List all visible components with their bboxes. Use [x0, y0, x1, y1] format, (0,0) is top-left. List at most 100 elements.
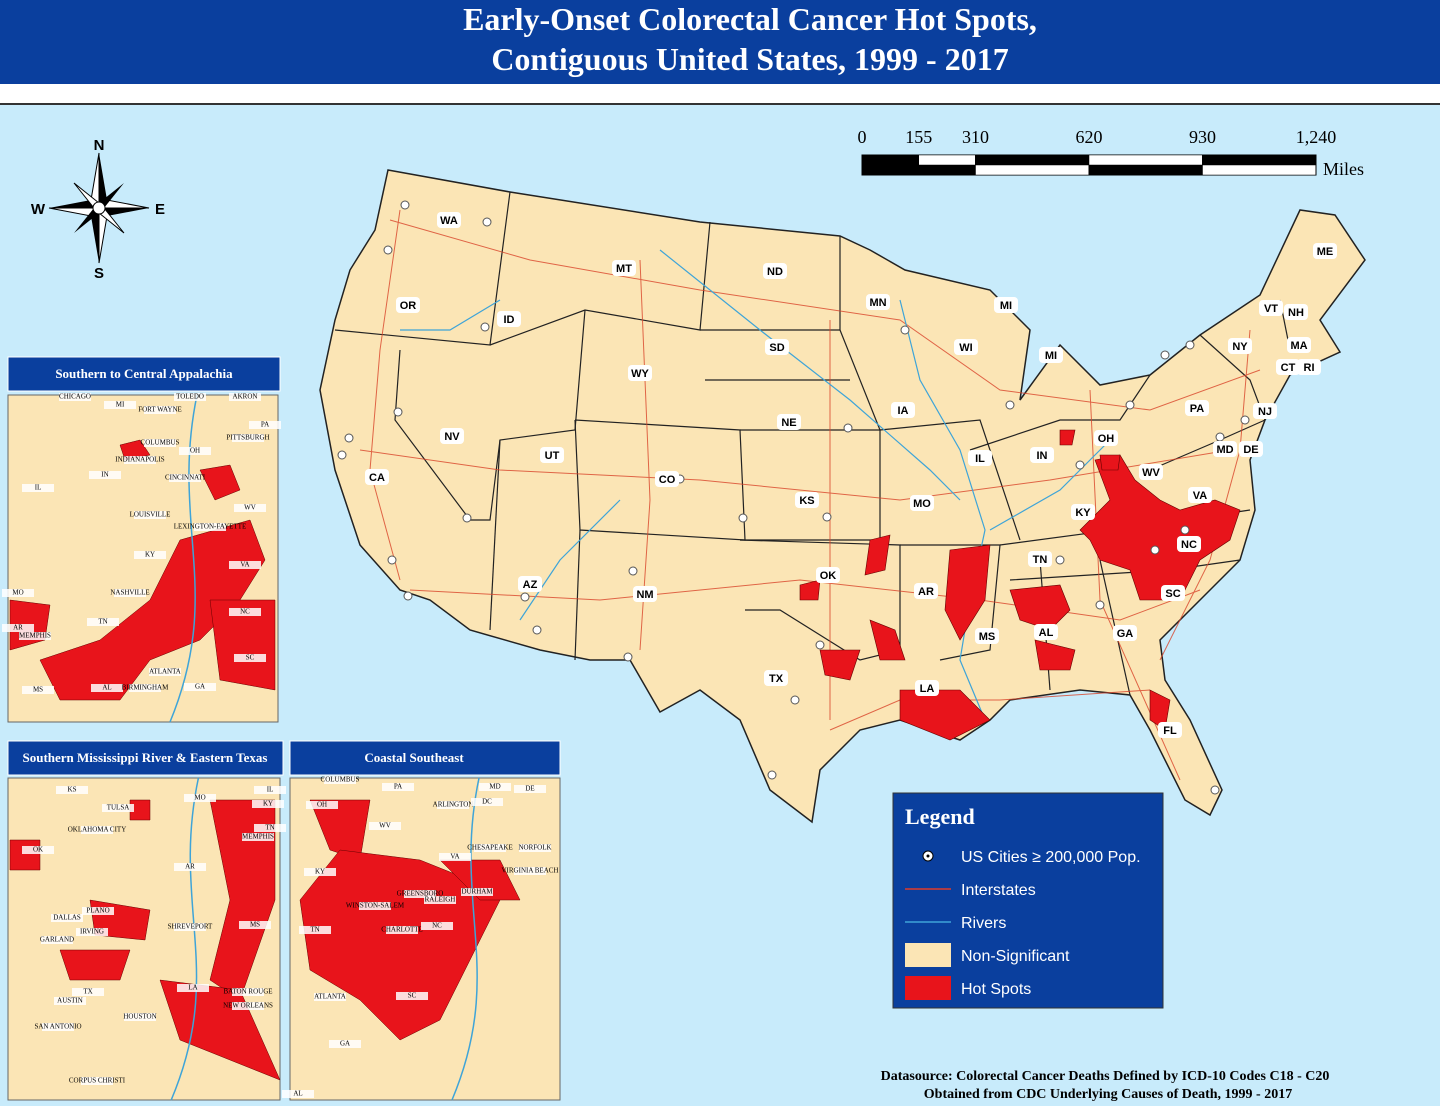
city [1215, 432, 1225, 442]
state-label: AZ [523, 579, 538, 591]
state-label: CA [369, 472, 385, 484]
inset-label: GA [340, 1040, 350, 1048]
city [822, 512, 832, 522]
scale-label: 930 [1189, 127, 1216, 147]
inset-label-box [2, 624, 34, 632]
inset-title: Southern Mississippi River & Eastern Tex… [23, 750, 268, 765]
state-label-box [915, 680, 939, 696]
inset-label-box [54, 997, 86, 1005]
inset-label: IRVING [80, 928, 104, 936]
inset-label: COLUMBUS [321, 776, 360, 784]
state-label-box [1034, 624, 1058, 640]
state-label-box [954, 339, 978, 355]
inset-label: MEMPHIS [19, 632, 51, 640]
state-label-box [633, 586, 657, 602]
inset-label-box [229, 393, 261, 401]
inset-label-box [232, 1002, 264, 1010]
city [1055, 555, 1065, 565]
state-label: MO [913, 498, 931, 510]
city [387, 555, 397, 565]
inset-label: WINSTON-SALEM [346, 902, 405, 910]
inset-label-box [22, 846, 54, 854]
title-band [0, 0, 1440, 84]
state-label-box [1071, 504, 1095, 520]
inset-label-box [229, 608, 261, 616]
state-label: NJ [1258, 406, 1272, 418]
inset-label: SHREVEPORT [168, 923, 213, 931]
inset-label-box [102, 804, 134, 812]
inset-label: BIRMINGHAM [122, 684, 169, 692]
inset-label-box [169, 474, 201, 482]
legend-item: Rivers [961, 915, 1006, 932]
state-label-box [1028, 551, 1052, 567]
inset-label-box [91, 684, 123, 692]
inset-label: SAN ANTONIO [34, 1023, 81, 1031]
inset-label: OH [190, 447, 200, 455]
state-label: WV [1142, 467, 1160, 479]
state-label: SC [1165, 588, 1180, 600]
state-label: MS [979, 631, 996, 643]
state-label: UT [545, 450, 560, 462]
state-label-box [1276, 359, 1300, 375]
inset-label-box [304, 868, 336, 876]
inset-label: WV [379, 822, 391, 830]
city [1005, 400, 1015, 410]
legend-city-dot [926, 854, 930, 858]
inset-hot-spot [209, 599, 276, 691]
inset-label-box [404, 890, 436, 898]
inset-label: HOUSTON [123, 1013, 156, 1021]
inset-label-box [149, 668, 181, 676]
state-label-box [365, 469, 389, 485]
inset-label: IL [267, 786, 274, 794]
legend-item: Interstates [961, 882, 1036, 899]
inset-label: GARLAND [40, 936, 74, 944]
inset-label-box [19, 632, 51, 640]
state-label-box [1177, 536, 1201, 552]
inset-label-box [104, 401, 136, 409]
state-label-box [612, 260, 636, 276]
inset-label-box [144, 439, 176, 447]
inset-label: DALLAS [53, 914, 81, 922]
state-label-box [1188, 487, 1212, 503]
inset-label-box [306, 801, 338, 809]
inset-hot-spot [39, 519, 266, 701]
inset-label: TOLEDO [176, 393, 204, 401]
inset-label: MS [250, 921, 260, 929]
city [1150, 545, 1160, 555]
inset-label: MEMPHIS [242, 833, 274, 841]
state-label-box [1313, 243, 1337, 259]
inset-label: VIRGINIA BEACH [502, 867, 559, 875]
city [843, 423, 853, 433]
inset-label: AUSTIN [57, 997, 83, 1005]
inset-label-box [22, 484, 54, 492]
state-label-box [1287, 337, 1311, 353]
inset-label: MS [33, 686, 43, 694]
inset-label-box [234, 504, 266, 512]
inset-hot-spot [9, 839, 41, 871]
inset-label-box [174, 393, 206, 401]
inset-label-box [114, 589, 146, 597]
rivers [400, 249, 1111, 721]
legend-title: Legend [905, 804, 975, 829]
state-label: NE [781, 417, 796, 429]
inset-label-box [314, 993, 346, 1001]
inset-label: TX [83, 988, 92, 996]
inset-label: NC [240, 608, 250, 616]
inset-label-box [254, 786, 286, 794]
inset-label: PITTSBURGH [226, 434, 269, 442]
inset-label: GA [195, 683, 205, 691]
inset-label: TULSA [107, 804, 130, 812]
inset-label: NEW ORLEANS [223, 1002, 273, 1010]
state-label-box [866, 294, 890, 310]
state-label-box [1161, 585, 1185, 601]
city [532, 625, 542, 635]
state-label-box [655, 471, 679, 487]
inset-label: VA [240, 561, 249, 569]
inset-label-box [282, 1090, 314, 1098]
state-label-box [1030, 447, 1054, 463]
inset-label: CHICAGO [59, 393, 91, 401]
inset-label-box [471, 798, 503, 806]
inset-label-box [386, 926, 418, 934]
inset-title-box [7, 356, 281, 392]
inset-label-box [194, 523, 226, 531]
